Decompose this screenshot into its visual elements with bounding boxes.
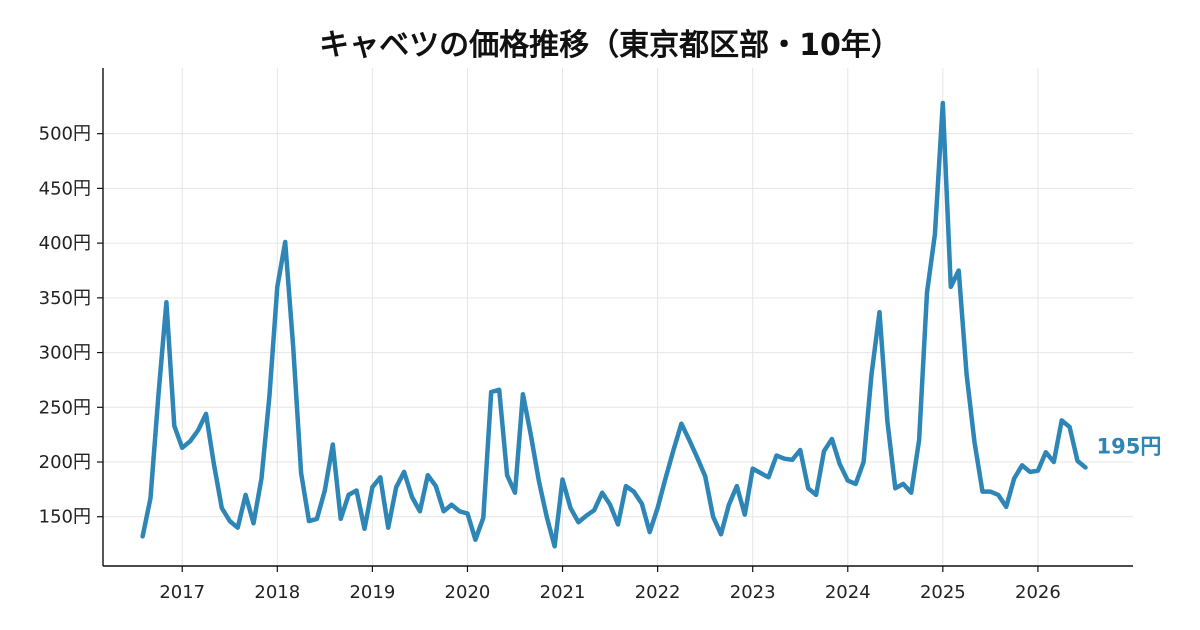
x-tick-label: 2020	[445, 582, 491, 603]
y-tick-label: 400円	[39, 233, 91, 254]
chart-title: キャベツの価格推移（東京都区部・10年）	[319, 28, 901, 63]
y-tick-label: 450円	[39, 178, 91, 199]
x-tick-label: 2019	[349, 582, 395, 603]
y-tick-label: 500円	[39, 124, 91, 145]
y-tick-label: 350円	[39, 288, 91, 309]
x-tick-label: 2023	[730, 582, 776, 603]
x-tick-label: 2024	[825, 582, 871, 603]
grid	[103, 68, 1133, 566]
series-line	[140, 100, 1088, 549]
y-tick-label: 200円	[39, 452, 91, 473]
x-axis-ticks: 2017 2018 2019 2020 2021 2022 2023 2024 2025 2026	[159, 566, 1061, 603]
x-tick-label: 2025	[920, 582, 966, 603]
x-tick-label: 2021	[540, 582, 586, 603]
y-tick-label: 250円	[39, 397, 91, 418]
x-tick-label: 2026	[1015, 582, 1061, 603]
axes	[102, 68, 1133, 567]
x-tick-label: 2018	[254, 582, 300, 603]
end-value-label: 195円	[1097, 435, 1162, 459]
x-tick-label: 2017	[159, 582, 205, 603]
y-axis-ticks: 150円 200円 250円 300円 350円 400円 450円 500円	[39, 124, 103, 528]
y-tick-label: 150円	[39, 507, 91, 528]
y-tick-label: 300円	[39, 343, 91, 364]
x-tick-label: 2022	[635, 582, 681, 603]
